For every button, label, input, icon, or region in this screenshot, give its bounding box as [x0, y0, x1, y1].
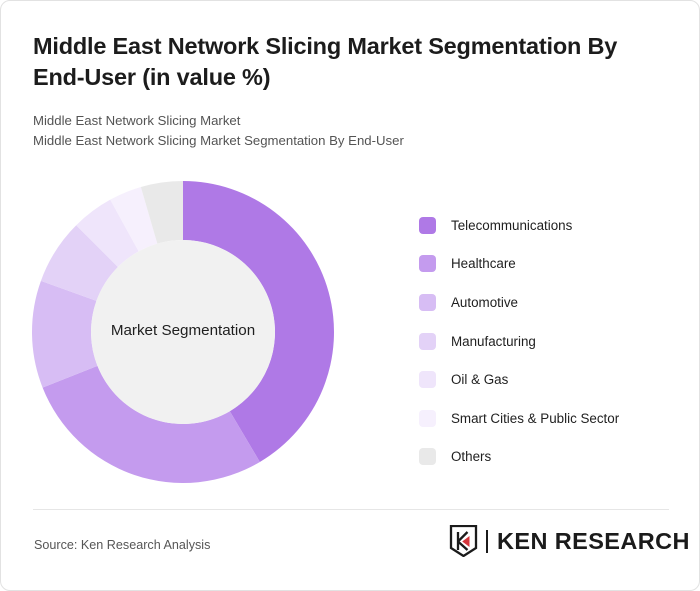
- subtitle-line-1: Middle East Network Slicing Market: [33, 112, 241, 128]
- donut-slice[interactable]: [140, 181, 183, 244]
- legend-item-label: Smart Cities & Public Sector: [451, 410, 620, 426]
- donut-center-label: Market Segmentation: [110, 322, 256, 339]
- donut-slice[interactable]: [183, 181, 334, 462]
- legend-item[interactable]: Manufacturing: [419, 322, 674, 361]
- donut-svg: [32, 181, 334, 483]
- subtitle-block: Middle East Network Slicing Market Middl…: [33, 111, 667, 152]
- logo-shield-icon: [449, 525, 478, 557]
- legend-item-label: Others: [451, 449, 492, 465]
- subtitle-line-2: Middle East Network Slicing Market Segme…: [33, 132, 404, 148]
- legend-item[interactable]: Automotive: [419, 283, 674, 322]
- donut-hole: [91, 240, 275, 424]
- legend-item-label: Telecommunications: [451, 217, 573, 233]
- donut-slice-group: [32, 181, 334, 483]
- legend-swatch-icon: [419, 409, 436, 427]
- chart-legend: Telecommunications Healthcare Automotive Ma…: [419, 206, 674, 476]
- legend-item-label: Automotive: [451, 294, 518, 310]
- ken-research-logo: KEN RESEARCH: [448, 525, 690, 557]
- legend-item[interactable]: Telecommunications: [419, 206, 674, 245]
- donut-slice[interactable]: [110, 186, 158, 252]
- donut-slice[interactable]: [76, 199, 139, 267]
- legend-swatch-icon: [419, 216, 436, 234]
- legend-item[interactable]: Oil & Gas: [419, 360, 674, 399]
- legend-item[interactable]: Others: [419, 438, 674, 477]
- chart-header: Middle East Network Slicing Market Segme…: [33, 31, 667, 151]
- donut-slice[interactable]: [42, 365, 260, 483]
- logo-divider: [486, 529, 488, 553]
- legend-swatch-icon: [419, 371, 436, 389]
- legend-swatch-icon: [419, 255, 436, 273]
- legend-swatch-icon: [419, 293, 436, 311]
- logo-text: KEN RESEARCH: [497, 527, 690, 554]
- legend-swatch-icon: [419, 448, 436, 466]
- source-text: Source: Ken Research Analysis: [34, 538, 211, 552]
- legend-swatch-icon: [419, 332, 436, 350]
- legend-item-label: Oil & Gas: [451, 372, 509, 388]
- donut-slice[interactable]: [32, 280, 98, 388]
- donut-slice[interactable]: [40, 225, 118, 301]
- legend-item-label: Manufacturing: [451, 333, 536, 349]
- page-title: Middle East Network Slicing Market Segme…: [33, 33, 618, 91]
- legend-item[interactable]: Healthcare: [419, 245, 674, 284]
- legend-item-label: Healthcare: [451, 256, 516, 272]
- legend-item[interactable]: Smart Cities & Public Sector: [419, 399, 674, 438]
- footer-divider: [33, 509, 669, 510]
